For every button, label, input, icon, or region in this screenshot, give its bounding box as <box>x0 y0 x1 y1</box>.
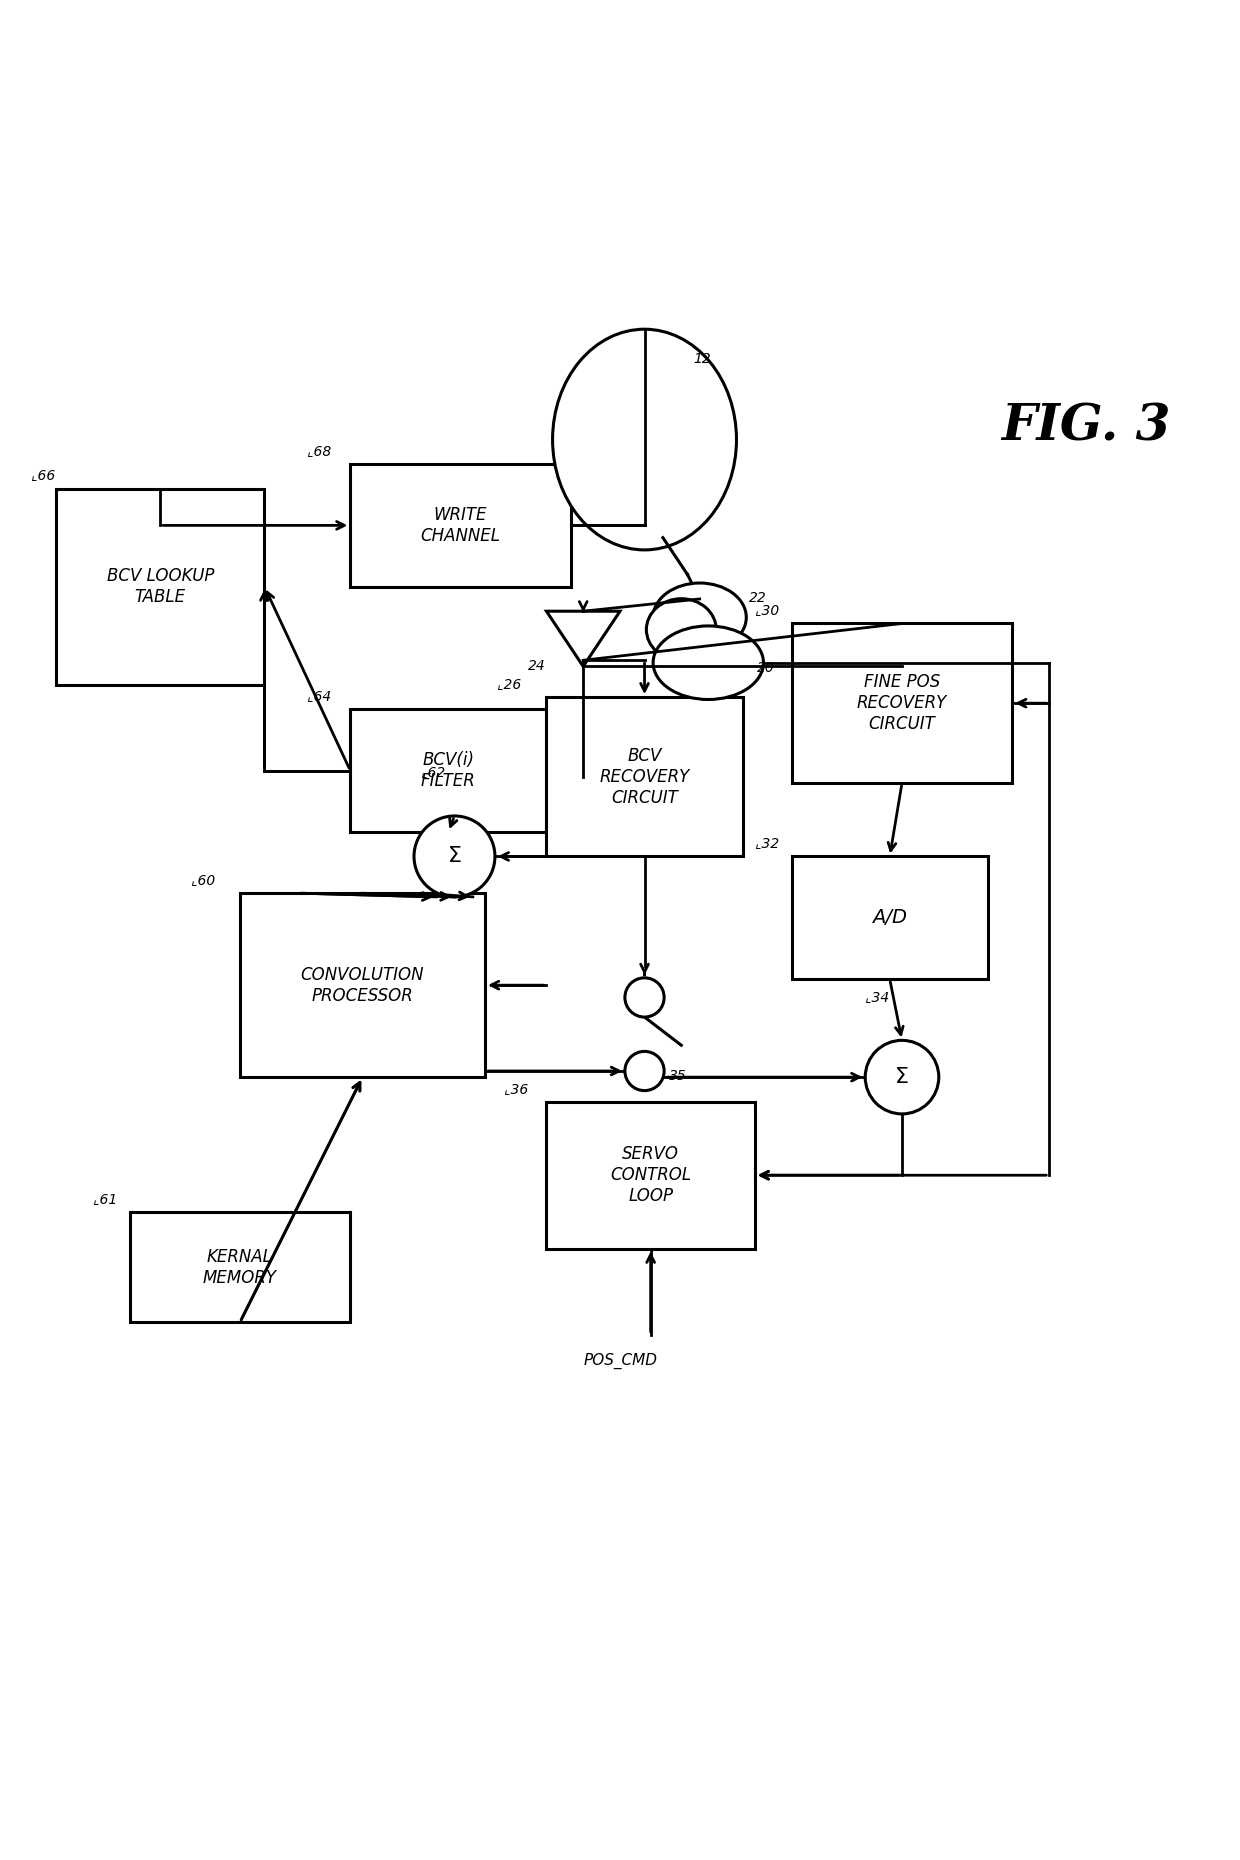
Text: CONVOLUTION
PROCESSOR: CONVOLUTION PROCESSOR <box>301 965 424 1004</box>
Text: WRITE
CHANNEL: WRITE CHANNEL <box>420 506 501 545</box>
Text: ⌞32: ⌞32 <box>755 837 779 850</box>
Bar <box>547 698 743 856</box>
Text: BCV
RECOVERY
CIRCUIT: BCV RECOVERY CIRCUIT <box>599 748 689 807</box>
Text: 12: 12 <box>693 352 712 366</box>
Text: ⌞26: ⌞26 <box>497 677 522 690</box>
Polygon shape <box>547 612 620 666</box>
Text: ⌞60: ⌞60 <box>191 872 215 887</box>
Text: ⌞34: ⌞34 <box>866 990 889 1004</box>
Circle shape <box>625 978 665 1017</box>
Text: ⌞30: ⌞30 <box>755 603 779 618</box>
Text: 20: 20 <box>758 660 775 675</box>
Bar <box>56 489 264 684</box>
Text: KERNAL
MEMORY: KERNAL MEMORY <box>203 1248 277 1287</box>
Text: A/D: A/D <box>872 908 908 928</box>
Text: FINE POS
RECOVERY
CIRCUIT: FINE POS RECOVERY CIRCUIT <box>857 673 947 733</box>
Ellipse shape <box>653 627 764 699</box>
Text: 35: 35 <box>670 1070 687 1083</box>
Ellipse shape <box>646 599 717 660</box>
Bar <box>350 465 570 586</box>
Text: ⌞66: ⌞66 <box>31 469 56 482</box>
Bar <box>239 893 485 1077</box>
Text: ⌞62: ⌞62 <box>422 764 445 779</box>
Text: ⌞64: ⌞64 <box>308 690 331 703</box>
Text: BCV LOOKUP
TABLE: BCV LOOKUP TABLE <box>107 567 213 606</box>
Text: 22: 22 <box>749 591 766 604</box>
Text: SERVO
CONTROL
LOOP: SERVO CONTROL LOOP <box>610 1146 691 1205</box>
Bar <box>129 1213 350 1322</box>
Circle shape <box>414 817 495 897</box>
Text: ⌞36: ⌞36 <box>503 1081 528 1096</box>
Text: FIG. 3: FIG. 3 <box>1001 404 1171 452</box>
Ellipse shape <box>553 329 737 551</box>
Ellipse shape <box>653 582 746 651</box>
Text: Σ: Σ <box>448 846 461 867</box>
Bar <box>350 709 547 831</box>
Text: ⌞68: ⌞68 <box>308 445 331 458</box>
Text: POS_CMD: POS_CMD <box>583 1352 657 1369</box>
Text: ⌞61: ⌞61 <box>93 1192 117 1205</box>
Circle shape <box>866 1040 939 1114</box>
Circle shape <box>625 1051 665 1090</box>
Text: Σ: Σ <box>895 1068 909 1086</box>
Text: 24: 24 <box>528 658 546 673</box>
Bar <box>791 856 988 978</box>
Bar <box>791 623 1012 783</box>
Text: BCV(i)
FILTER: BCV(i) FILTER <box>420 751 476 790</box>
Bar <box>547 1101 755 1248</box>
